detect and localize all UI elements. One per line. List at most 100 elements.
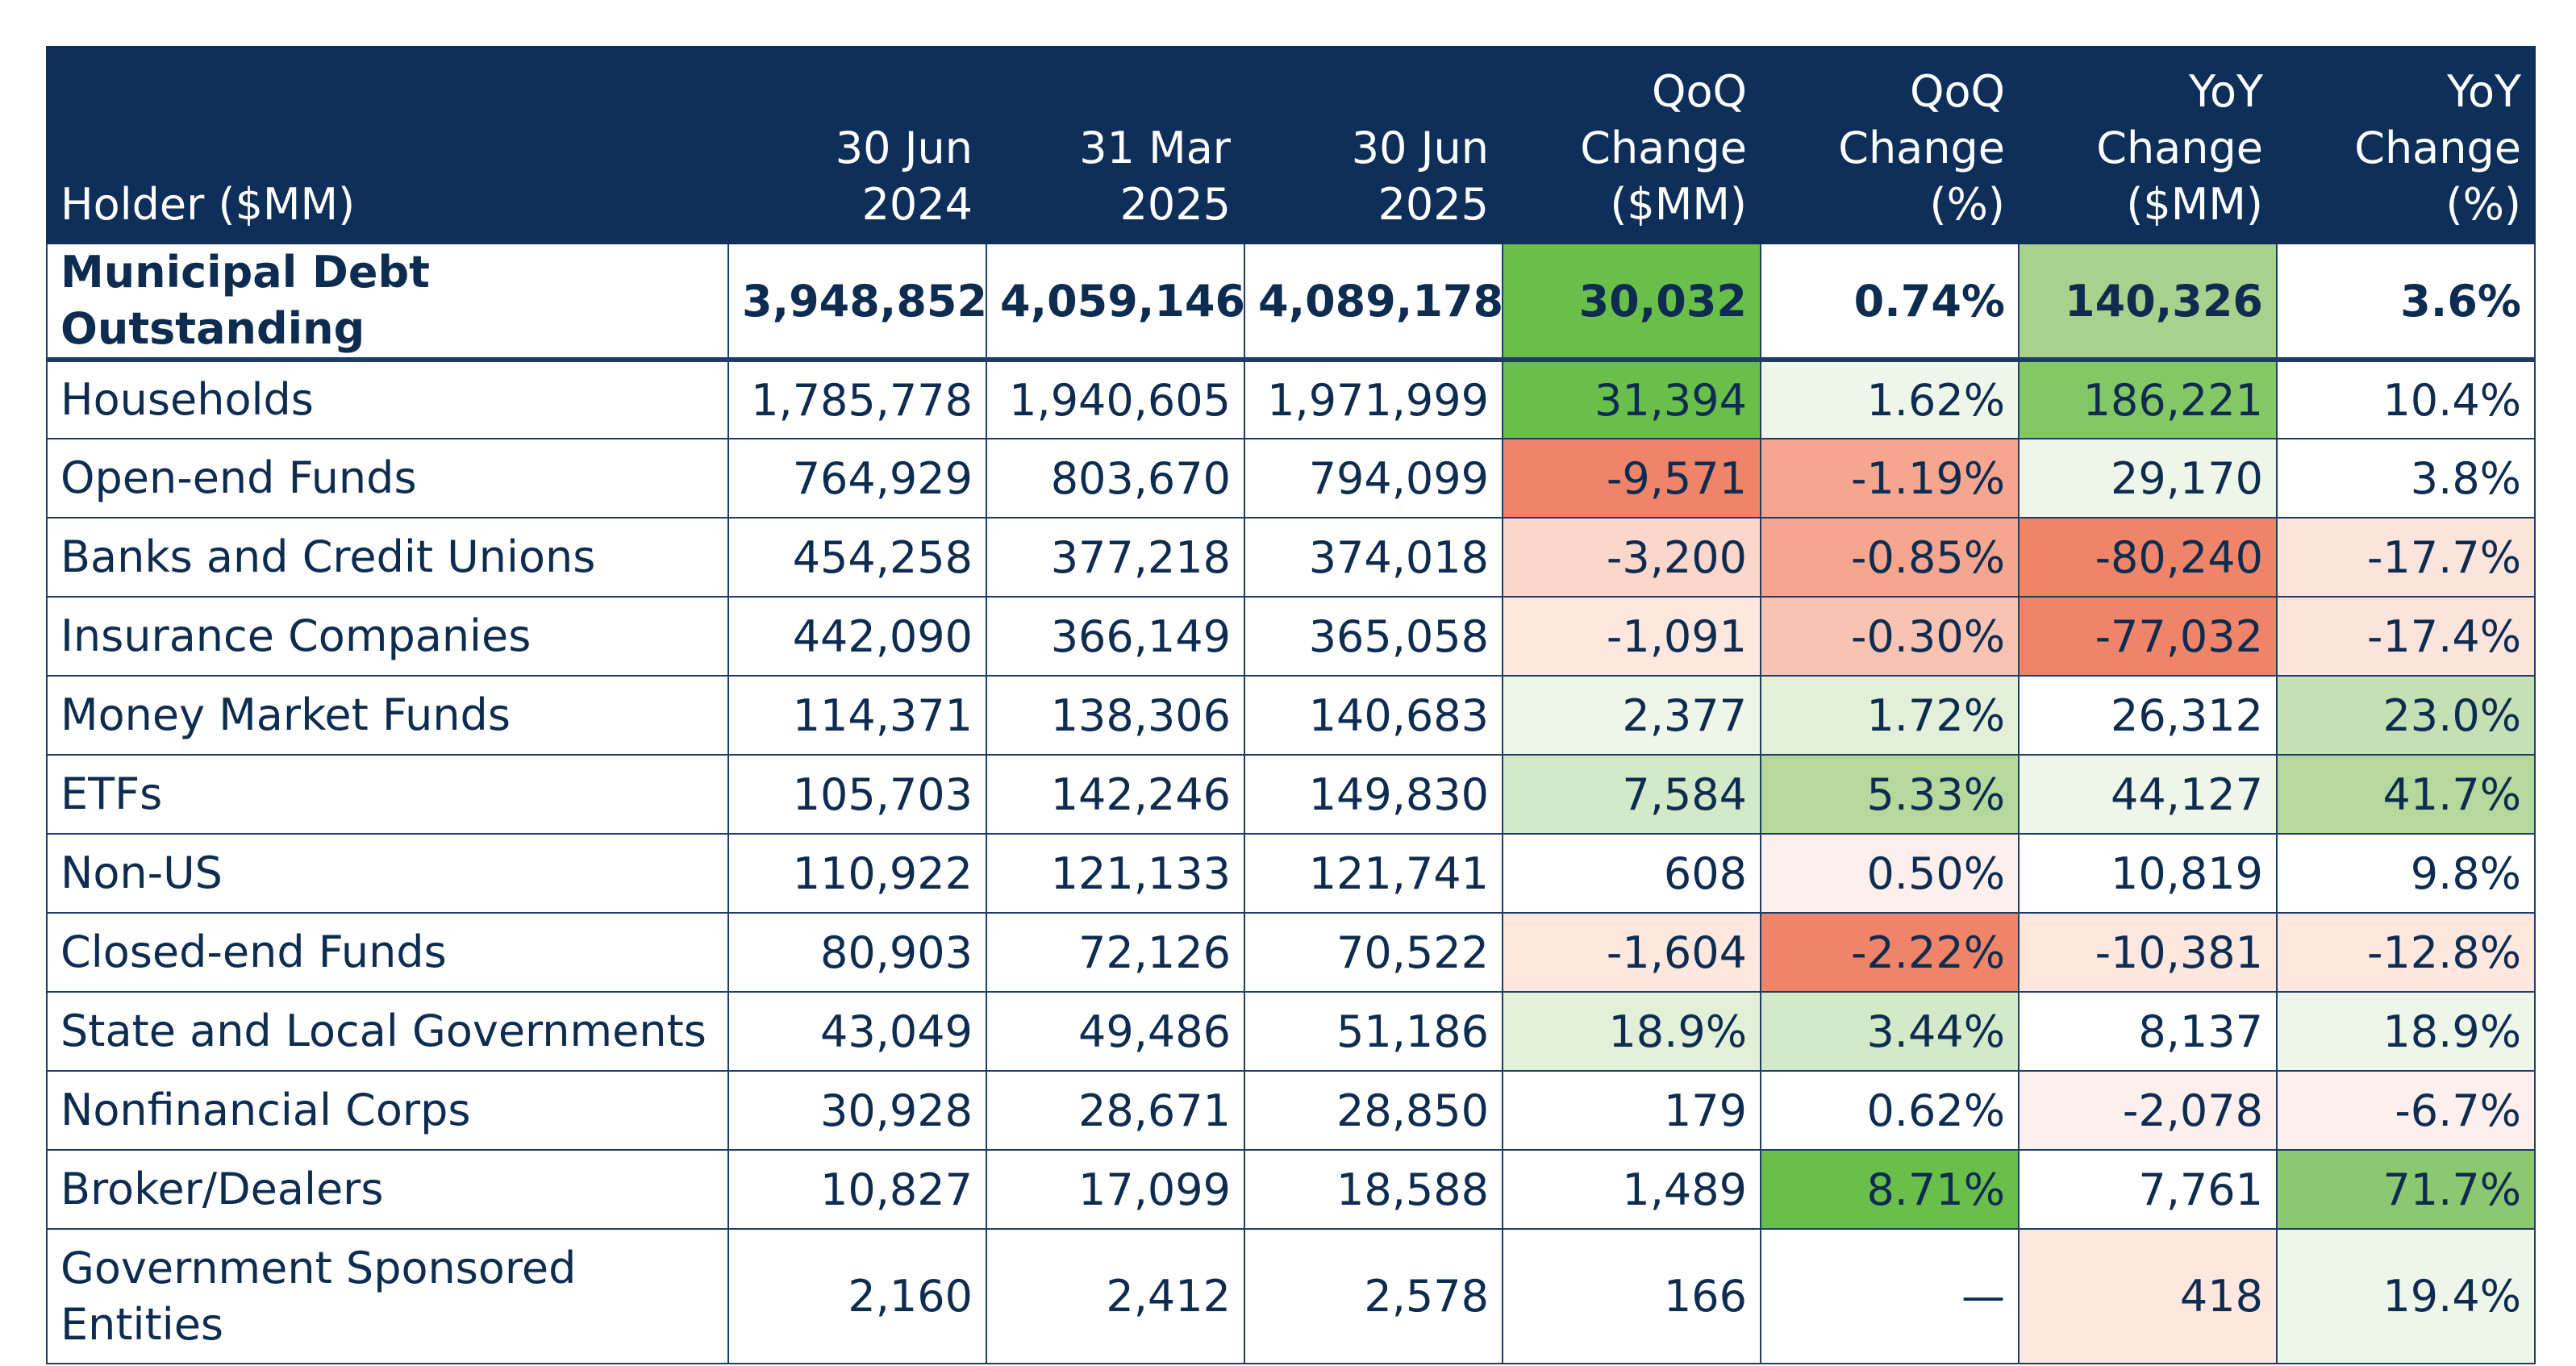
header-row: Holder ($MM) 30 Jun 2024 31 Mar 2025 30 Jun… bbox=[46, 46, 2536, 244]
column-header: Holder ($MM) bbox=[46, 46, 729, 244]
cell: 26,312 bbox=[2018, 675, 2278, 756]
cell: 72,126 bbox=[986, 912, 1245, 993]
cell: -10,381 bbox=[2018, 912, 2278, 993]
cell: 803,670 bbox=[986, 438, 1245, 518]
cell: 442,090 bbox=[727, 596, 987, 677]
cell: -9,571 bbox=[1502, 438, 1761, 518]
row-label: Households bbox=[46, 359, 729, 439]
cell: 49,486 bbox=[986, 991, 1245, 1072]
column-header: YoY Change (%) bbox=[2276, 46, 2536, 244]
table-row: Banks and Credit Unions 454,258 377,218 374… bbox=[46, 517, 2536, 598]
cell: 149,830 bbox=[1244, 754, 1503, 835]
table-row: Municipal Debt Outstanding 3,948,852 4,059… bbox=[46, 243, 2536, 362]
cell: 17,099 bbox=[986, 1149, 1245, 1230]
cell: 140,326 bbox=[2018, 243, 2278, 362]
holders-table: Holder ($MM) 30 Jun 2024 31 Mar 2025 30 Jun… bbox=[46, 46, 2536, 1364]
cell: 28,671 bbox=[986, 1070, 1245, 1151]
cell: 3.8% bbox=[2276, 438, 2536, 518]
cell: 114,371 bbox=[727, 675, 987, 756]
column-header: 30 Jun 2024 bbox=[727, 46, 987, 244]
row-label: Municipal Debt Outstanding bbox=[46, 243, 729, 362]
row-label: Insurance Companies bbox=[46, 596, 729, 677]
cell: -0.30% bbox=[1760, 596, 2020, 677]
cell: 28,850 bbox=[1244, 1070, 1503, 1151]
cell: -0.85% bbox=[1760, 517, 2020, 598]
cell: 5.33% bbox=[1760, 754, 2020, 835]
cell: 1,971,999 bbox=[1244, 359, 1503, 439]
row-label: Nonfinancial Corps bbox=[46, 1070, 729, 1151]
cell: 4,089,178 bbox=[1244, 243, 1503, 362]
cell: 7,584 bbox=[1502, 754, 1761, 835]
cell: 764,929 bbox=[727, 438, 987, 518]
cell: 186,221 bbox=[2018, 359, 2278, 439]
cell: 140,683 bbox=[1244, 675, 1503, 756]
cell: 29,170 bbox=[2018, 438, 2278, 518]
cell: 1,489 bbox=[1502, 1149, 1761, 1230]
cell: 23.0% bbox=[2276, 675, 2536, 756]
cell: 1,940,605 bbox=[986, 359, 1245, 439]
column-header: 30 Jun 2025 bbox=[1244, 46, 1503, 244]
cell: 0.62% bbox=[1760, 1070, 2020, 1151]
cell: 4,059,146 bbox=[986, 243, 1245, 362]
cell: 10,827 bbox=[727, 1149, 987, 1230]
cell: 142,246 bbox=[986, 754, 1245, 835]
cell: 2,377 bbox=[1502, 675, 1761, 756]
row-label: ETFs bbox=[46, 754, 729, 835]
table-row: ETFs 105,703 142,246 149,830 7,584 5.33% 44,12… bbox=[46, 754, 2536, 835]
cell: 80,903 bbox=[727, 912, 987, 993]
cell: 1.62% bbox=[1760, 359, 2020, 439]
row-label: Open-end Funds bbox=[46, 438, 729, 518]
cell: 7,761 bbox=[2018, 1149, 2278, 1230]
cell: 9.8% bbox=[2276, 833, 2536, 914]
cell: 418 bbox=[2018, 1228, 2278, 1364]
cell: 70,522 bbox=[1244, 912, 1503, 993]
cell: 30,928 bbox=[727, 1070, 987, 1151]
table-row: Nonfinancial Corps 30,928 28,671 28,850 179 0… bbox=[46, 1070, 2536, 1151]
cell: 1,785,778 bbox=[727, 359, 987, 439]
cell: 10.4% bbox=[2276, 359, 2536, 439]
row-label: Broker/Dealers bbox=[46, 1149, 729, 1230]
cell: — bbox=[1760, 1228, 2020, 1364]
row-label: State and Local Governments bbox=[46, 991, 729, 1072]
table-container: Holder ($MM) 30 Jun 2024 31 Mar 2025 30 Jun… bbox=[46, 46, 2536, 1364]
cell: 794,099 bbox=[1244, 438, 1503, 518]
cell: 3.44% bbox=[1760, 991, 2020, 1072]
table-body: Municipal Debt Outstanding 3,948,852 4,059… bbox=[46, 243, 2536, 1364]
cell: 374,018 bbox=[1244, 517, 1503, 598]
cell: -17.7% bbox=[2276, 517, 2536, 598]
cell: 18,588 bbox=[1244, 1149, 1503, 1230]
cell: 2,412 bbox=[986, 1228, 1245, 1364]
cell: 3,948,852 bbox=[727, 243, 987, 362]
cell: 454,258 bbox=[727, 517, 987, 598]
cell: 377,218 bbox=[986, 517, 1245, 598]
cell: -6.7% bbox=[2276, 1070, 2536, 1151]
cell: -1,604 bbox=[1502, 912, 1761, 993]
cell: 43,049 bbox=[727, 991, 987, 1072]
cell: 30,032 bbox=[1502, 243, 1761, 362]
cell: 138,306 bbox=[986, 675, 1245, 756]
table-row: Non-US 110,922 121,133 121,741 608 0.50% 10,81… bbox=[46, 833, 2536, 914]
cell: -17.4% bbox=[2276, 596, 2536, 677]
cell: 1.72% bbox=[1760, 675, 2020, 756]
table-row: Insurance Companies 442,090 366,149 365,058… bbox=[46, 596, 2536, 677]
cell: 8,137 bbox=[2018, 991, 2278, 1072]
cell: -80,240 bbox=[2018, 517, 2278, 598]
cell: 41.7% bbox=[2276, 754, 2536, 835]
cell: -3,200 bbox=[1502, 517, 1761, 598]
table-row: State and Local Governments 43,049 49,486 5… bbox=[46, 991, 2536, 1072]
cell: -2.22% bbox=[1760, 912, 2020, 993]
cell: -1.19% bbox=[1760, 438, 2020, 518]
cell: 31,394 bbox=[1502, 359, 1761, 439]
cell: 2,160 bbox=[727, 1228, 987, 1364]
table-row: Broker/Dealers 10,827 17,099 18,588 1,489 8.7… bbox=[46, 1149, 2536, 1230]
cell: 10,819 bbox=[2018, 833, 2278, 914]
cell: 365,058 bbox=[1244, 596, 1503, 677]
cell: 110,922 bbox=[727, 833, 987, 914]
row-label: Money Market Funds bbox=[46, 675, 729, 756]
row-label: Closed-end Funds bbox=[46, 912, 729, 993]
cell: 366,149 bbox=[986, 596, 1245, 677]
table-row: Money Market Funds 114,371 138,306 140,683 2… bbox=[46, 675, 2536, 756]
column-header: QoQ Change ($MM) bbox=[1502, 46, 1761, 244]
cell: -12.8% bbox=[2276, 912, 2536, 993]
